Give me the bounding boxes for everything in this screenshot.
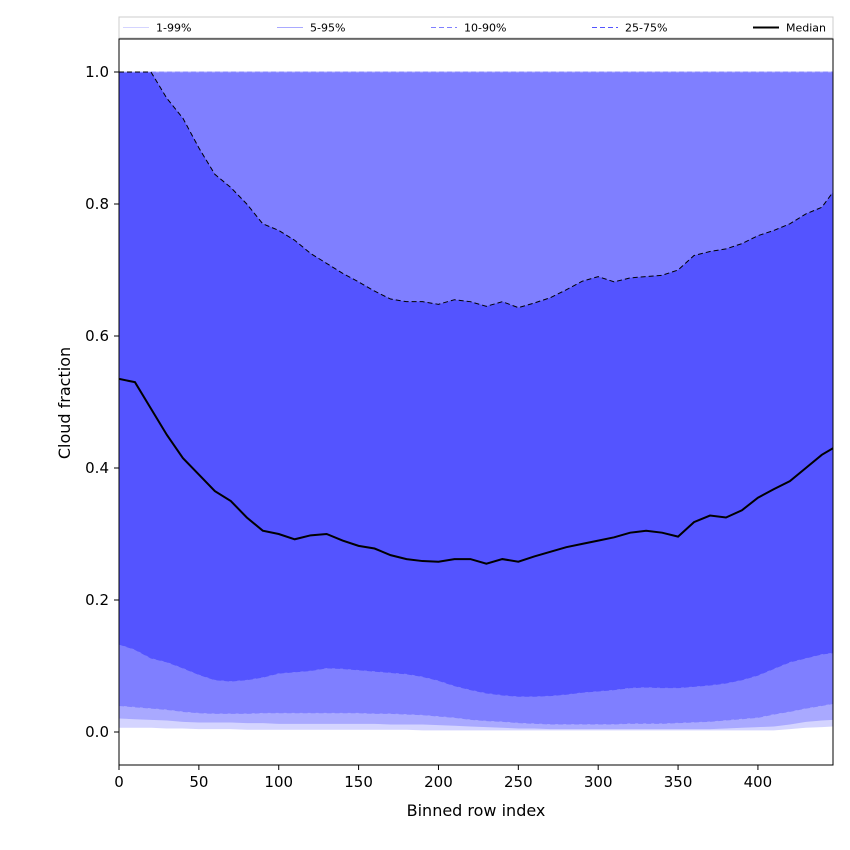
band-1-99-lower-line bbox=[119, 725, 833, 731]
x-axis-label: Binned row index bbox=[407, 801, 546, 820]
x-tick-label: 250 bbox=[504, 773, 533, 791]
y-tick-label: 0.8 bbox=[85, 195, 109, 213]
x-tick-label: 300 bbox=[584, 773, 613, 791]
band-25-75-area bbox=[119, 72, 833, 697]
plot-area bbox=[119, 71, 833, 731]
series-median-line bbox=[119, 377, 833, 565]
x-tick-label: 50 bbox=[189, 773, 208, 791]
band-25-75-upper-line bbox=[119, 71, 833, 309]
band-25-75-lower-line bbox=[119, 643, 833, 697]
y-tick-label: 0.4 bbox=[85, 459, 109, 477]
band-5-95-lower-line bbox=[119, 717, 833, 730]
legend-label-5-95: 5-95% bbox=[310, 22, 345, 35]
legend: 1-99% 5-95% 10-90% 25-75% Median bbox=[118, 16, 834, 39]
y-tick-label: 0.0 bbox=[85, 723, 109, 741]
y-axis-label: Cloud fraction bbox=[55, 347, 74, 459]
legend-label-10-90: 10-90% bbox=[464, 22, 506, 35]
legend-label-1-99: 1-99% bbox=[156, 22, 191, 35]
axes-frame bbox=[118, 38, 834, 766]
y-tick-label: 0.2 bbox=[85, 591, 109, 609]
legend-label-median: Median bbox=[786, 22, 826, 35]
x-tick-label: 350 bbox=[664, 773, 693, 791]
y-tick-label: 0.6 bbox=[85, 327, 109, 345]
x-tick-label: 100 bbox=[264, 773, 293, 791]
y-tick-label: 1.0 bbox=[85, 63, 109, 81]
x-tick-label: 0 bbox=[114, 773, 124, 791]
x-tick-label: 200 bbox=[424, 773, 453, 791]
legend-box bbox=[118, 16, 834, 39]
band-10-90-lower-line bbox=[119, 703, 833, 725]
axes: 0 50 100 150 200 250 300 350 400 0.0 0.2 0.4 0.6 0.8 1… bbox=[85, 38, 834, 791]
legend-label-25-75: 25-75% bbox=[625, 22, 667, 35]
x-tick-label: 150 bbox=[344, 773, 373, 791]
x-tick-label: 400 bbox=[744, 773, 773, 791]
